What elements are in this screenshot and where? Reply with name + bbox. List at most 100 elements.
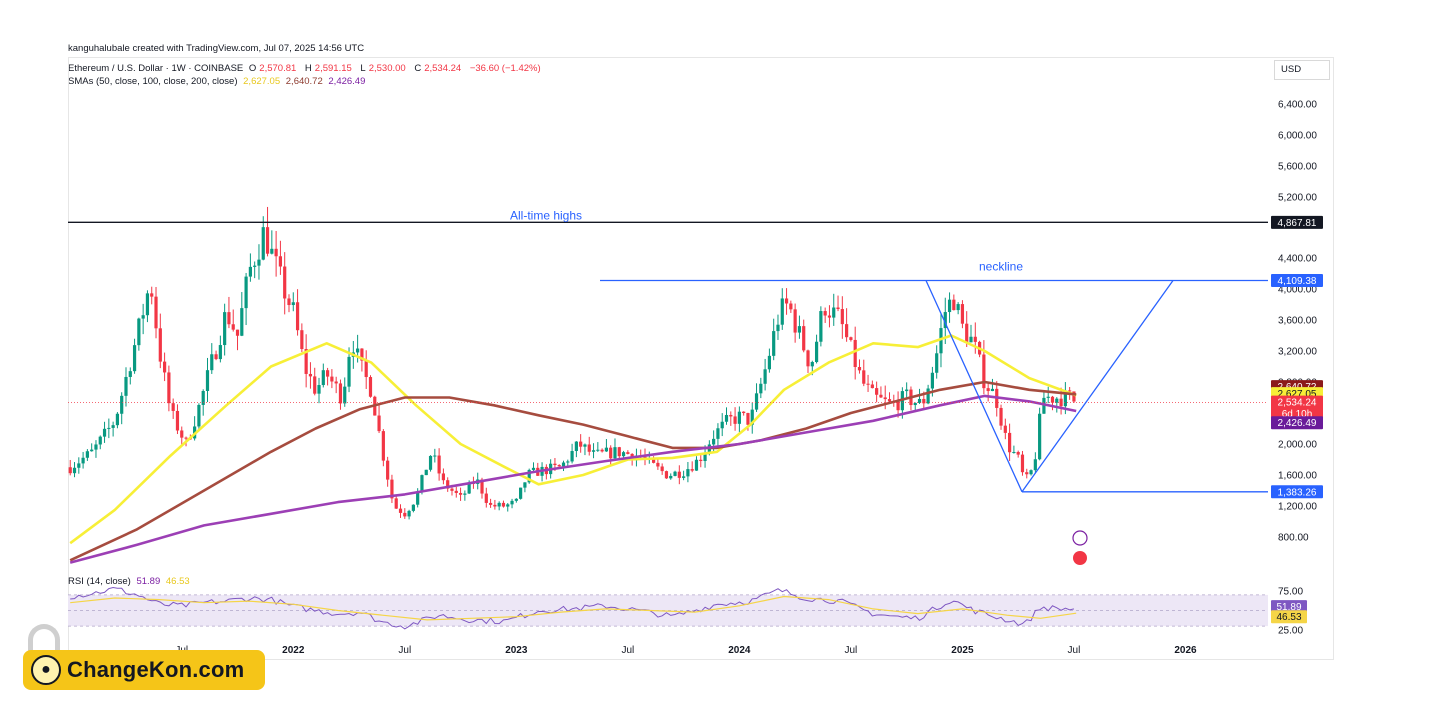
candle-body [446, 480, 450, 489]
candle-body [776, 324, 780, 332]
candle-body [926, 388, 930, 404]
candle-body [604, 447, 609, 452]
candle-body [480, 479, 484, 494]
pattern-lines [925, 280, 1174, 493]
candle-body [694, 459, 699, 471]
chart-frame [68, 57, 1334, 660]
candle-body [810, 362, 814, 367]
candle-body [746, 413, 750, 425]
candle-body [467, 482, 471, 494]
candle-body [609, 447, 613, 459]
high-value: 2,591.15 [314, 63, 352, 74]
candle-body [506, 504, 510, 507]
candle-body [171, 403, 175, 411]
y-tick-label: 800.00 [1278, 533, 1309, 544]
candle-body [347, 356, 351, 387]
candle-body [579, 441, 583, 447]
y-tick-label: 4,000.00 [1278, 285, 1317, 296]
candle-body [283, 266, 287, 299]
price-tag-label: 2,426.49 [1278, 418, 1317, 429]
candle-body [712, 438, 716, 445]
candle-body [72, 467, 77, 474]
candle-body [450, 488, 454, 491]
candle-body [1016, 451, 1020, 455]
candle-body [111, 425, 115, 428]
candle-body [257, 259, 261, 266]
rsi-legend[interactable]: RSI (14, close) 51.89 46.53 [68, 576, 193, 587]
moving-averages [69, 334, 1077, 564]
candle-body [437, 455, 441, 474]
candle-body [330, 376, 334, 382]
coin-icon: ● [31, 655, 61, 685]
candle-body [566, 461, 570, 463]
x-tick-label: Jul [1068, 645, 1081, 656]
logo-text: ChangeKon.com [67, 657, 245, 682]
candle-body [819, 311, 823, 342]
price-tag [1271, 485, 1323, 499]
candle-body [870, 384, 874, 389]
candle-body [493, 504, 497, 507]
candle-body [626, 452, 630, 454]
y-tick-label: 5,600.00 [1278, 162, 1317, 173]
candle-body [823, 311, 827, 316]
axes: 800.001,200.001,600.002,000.002,400.002,… [175, 100, 1317, 657]
candle-body [210, 354, 214, 371]
candle-body [386, 460, 390, 480]
candle-body [235, 329, 240, 336]
candle-body [583, 444, 587, 447]
candle-body [596, 449, 600, 451]
candle-body [390, 479, 394, 499]
candle-body [849, 337, 853, 340]
candle-body [338, 383, 343, 404]
candle-body [270, 248, 274, 254]
candle-body [814, 341, 819, 363]
x-tick-label: 2024 [728, 645, 751, 656]
candle-body [218, 345, 222, 360]
candle-body [433, 455, 437, 457]
price-tag-label: 1,383.26 [1278, 487, 1317, 498]
candle-body [313, 376, 317, 394]
rsi-tick-label: 25.00 [1278, 626, 1303, 637]
price-tag-label: 4,867.81 [1278, 218, 1317, 229]
candle-body [887, 399, 892, 402]
currency-selector[interactable]: USD [1274, 60, 1330, 80]
candle-body [154, 296, 158, 329]
x-tick-label: 2026 [1174, 645, 1197, 656]
candle-body [115, 413, 120, 426]
price-tag [1271, 395, 1323, 420]
candle-body [484, 493, 488, 503]
candle-body [94, 444, 98, 450]
sma200-value: 2,426.49 [328, 76, 366, 87]
candle-body [1042, 397, 1046, 414]
levels: All-time highs neckline [68, 208, 1268, 493]
neckline-label: neckline [979, 260, 1023, 274]
rsi-label: RSI (14, close) [68, 576, 131, 587]
candle-body [557, 465, 561, 467]
candle-body [1012, 451, 1016, 453]
candle-body [278, 256, 283, 267]
rsi-tag [1271, 610, 1307, 624]
candle-body [201, 391, 205, 405]
symbol-line: Ethereum / U.S. Dollar · 1W · COINBASE O… [68, 63, 541, 74]
candle-body [162, 361, 167, 373]
candle-body [613, 447, 617, 459]
sma-legend[interactable]: SMAs (50, close, 100, close, 200, close)… [68, 76, 368, 87]
candle-body [128, 371, 132, 377]
candle-body [519, 487, 523, 499]
candle-body [1033, 459, 1037, 471]
candle-body [1063, 390, 1067, 407]
candle-body [943, 312, 947, 329]
candle-body [132, 345, 137, 372]
candle-body [664, 471, 669, 479]
candle-body [398, 508, 403, 513]
candle-body [458, 492, 463, 495]
candle-body [797, 326, 802, 333]
candle-body [875, 388, 879, 395]
candle-body [827, 315, 832, 318]
candle-body [939, 328, 943, 354]
candle-body [240, 308, 244, 336]
candle-body [553, 463, 557, 466]
candle-body [935, 353, 939, 373]
candle-body [325, 370, 330, 377]
